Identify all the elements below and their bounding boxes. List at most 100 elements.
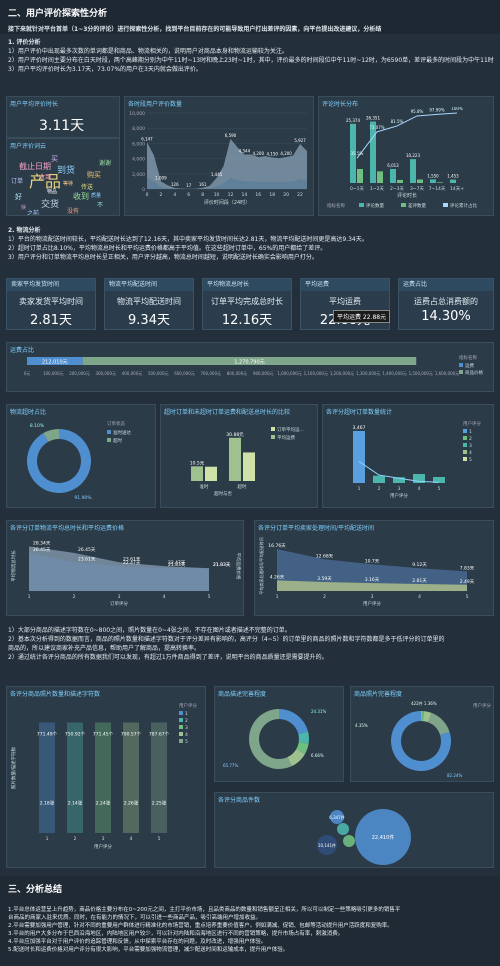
data-label: 2.24张 [96,799,111,806]
data-label: 17 [186,183,192,188]
x-tick-label: 100,000元 [43,371,64,376]
section2-text: 2. 物流分析 1）平台的物流配送时间较长，平均配送时长达到了12.16天，其中… [8,226,494,262]
legend-swatch [463,436,467,440]
x-tick-label: 5 [466,594,469,600]
bar-timeout [373,475,385,483]
timeout-slice [26,429,92,493]
section1-line: 3）用户平均评价时长为3.17天，73.07%的用户在3天内就会做出评价。 [8,66,202,73]
photo-pie-svg: 422件 1.36% 4.35% 82.24% 用户评分 [355,700,491,778]
x-tick-label: 1,300,000元 [356,371,380,376]
bubble-svg: 22,410件 10,141件 6,347件 [317,809,411,865]
section1-title: 1. 评价分析 [8,39,41,46]
wordcloud-word: 质量 [91,192,101,199]
y-tick-label: 10,000 [129,111,145,117]
x-axis-label: 用户评分 [390,492,408,499]
data-label: 6,590 [225,133,237,138]
data-label: 4,544 [239,148,251,153]
kpi-top: 平均运费 [301,279,389,291]
section3-line: 1）大部分商品的描述字符数在0~800之间，照片数量在0~4张之间，不存在图片或… [8,627,291,634]
wordcloud-word: 交货 [41,198,59,210]
data-label: 6.66% [311,753,324,758]
wordcloud-word: 物品 [47,188,57,195]
x-tick-label: 22 [297,192,303,198]
data-label: 1,445 [211,172,223,177]
bar-reviews [390,168,396,183]
legend-label: 差评数量 [408,202,426,209]
x-tick-label: 1,500,000元 [409,371,433,376]
desc-slice [249,709,292,769]
area-series-1 [147,178,307,189]
bar-timeout [433,477,445,483]
bar-reviews [450,179,456,183]
bar-timeout [413,474,425,483]
x-tick-label: 6 [187,192,190,198]
x-tick-label: 300,000元 [95,371,116,376]
data-label: 4.26天 [270,574,285,580]
data-label: 23.61天 [123,556,141,562]
legend-title: 指标名称 [459,354,477,361]
score-seller-title: 各评分订单平均卖家处理时间/平均配送时间 [258,525,375,532]
area-series-0 [147,138,307,189]
bar-time [205,466,217,481]
bar-desc [39,722,55,833]
data-label: 1,453 [447,174,459,179]
desc-chart-title: 商品描述完善程度 [218,691,267,698]
photo-chart-title: 各评分商品照片数量和描述字符数 [10,691,101,698]
x-tick-label: 2 [323,594,326,600]
y-tick-label: 6,000 [132,141,145,147]
wordcloud-word: 收到 [39,173,51,181]
legend-title: 用户评分 [473,702,491,709]
summary-line: 3.平台的用户大多分布于巴西沿海地区，内陆地区用户较少，可以针对内陆和沿海地区进… [8,931,344,937]
data-label: 82.24% [447,773,462,778]
x-tick-label: 3~7天 [410,186,424,192]
kpi-delivery: 物流平均配送时间 物流平均配送时间 9.34天 [104,278,194,330]
kpi-value: 2.81天 [30,313,72,328]
score-timeout-title: 各评分超时订单数量统计 [326,409,393,416]
desc-chart-panel: 商品描述完善程度 24.31% 65.77% 6.66% [214,686,344,782]
timeout-compare-panel: 超时订单和未超时订单运费和配送总时长的比较 10.5元 准时 30.88元 超时 超时与… [160,404,318,508]
data-label: 26.45天 [33,547,51,553]
legend-label: 评论累计占比 [450,202,477,209]
x-tick-label: 超时 [238,483,247,490]
data-label: 22.47天 [123,560,141,566]
photo-slice [421,711,424,722]
data-label: 2.25张 [152,799,167,806]
summary-line: 台商品的商家入驻来优质。同时，在有能力的情况下，可以引进一些商品产品，吸引高端用… [8,915,262,921]
x-tick-label: 200,000元 [69,371,90,376]
y-axis-label: 照片数量/描述字符数 [10,746,17,789]
legend-swatch [359,203,364,207]
timeout-slice [43,429,59,442]
data-label: 9.12天 [412,562,427,568]
x-tick-label: 3 [398,486,401,492]
x-tick-label: 2~3天 [390,186,404,192]
cum-label: 35.5% [351,151,364,156]
x-tick-label: 0~1天 [350,186,364,192]
timeout-compare-title: 超时订单和未超时订单运费和配送总时长的比较 [164,409,291,416]
data-label: 1,550 [427,173,439,178]
bar-desc [123,722,139,833]
x-tick-label: 2 [378,486,381,492]
section2-header: 二、用户评价探索性分析 接下来就针对平台首单（1~3分的评论）进行探索性分析，找… [0,0,500,34]
data-label: 65.77% [223,763,238,768]
bubble [343,835,355,847]
section3-text: 1）大部分商品的描述字符数在0~800之间，照片数量在0~4张之间，不存在图片或… [8,626,494,662]
data-label: 10.5元 [190,460,205,466]
x-axis-label: 评价时间段（24时） [204,199,250,206]
legend-label: 3 [185,725,188,731]
data-label: 3,467 [353,425,366,431]
data-label: 3.59天 [317,576,332,582]
bubble-title: 各评分商品件数 [218,797,261,804]
bubble [337,823,349,835]
x-tick-label: 5 [208,594,211,600]
x-tick-label: 3 [371,594,374,600]
bar-bad [417,179,423,183]
data-label: 771.45个 [93,732,114,738]
desc-slice [279,709,309,735]
bar-timeout [353,430,365,483]
section1-line: 2）用户评价时间主要分布在白天时段，两个高峰期分别为中午11时~13时和晚上23… [8,57,494,64]
wordcloud-word: 好 [15,192,22,201]
photo-slice [391,711,451,771]
bar-bad [377,171,383,183]
